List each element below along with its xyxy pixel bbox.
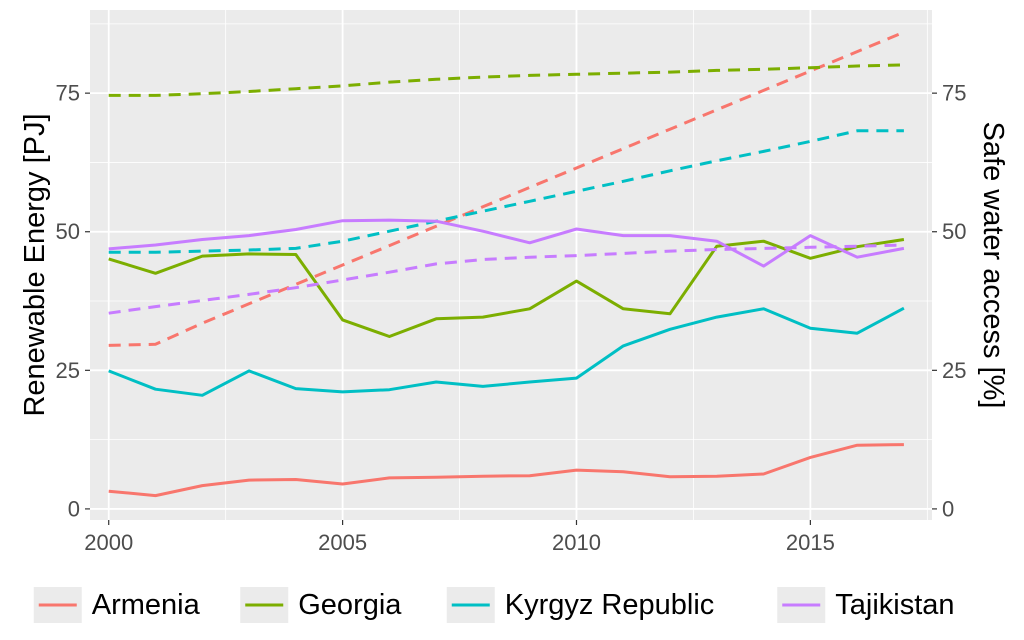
plot-panel xyxy=(90,10,932,520)
axis-ticks: 2000 2005 2010 2015 0 25 50 75 0 25 50 75 xyxy=(56,81,967,555)
legend-label: Armenia xyxy=(92,589,201,621)
x-tick-label: 2015 xyxy=(786,530,835,555)
series-line-georgia-renewable-energy xyxy=(108,238,905,338)
y-tick-label: 75 xyxy=(56,81,80,106)
gridlines xyxy=(90,10,932,520)
legend-label: Tajikistan xyxy=(835,589,954,621)
legend-item-tajikistan: Tajikistan xyxy=(777,587,955,623)
legend: Armenia Georgia Kyrgyz Republic Tajikistan xyxy=(33,587,955,623)
legend-label: Kyrgyz Republic xyxy=(505,589,715,621)
y2-axis-title: Safe water access [%] xyxy=(977,122,1009,409)
series-line-kyrgyz-republic-renewable-energy xyxy=(108,306,905,397)
y2-tick-label: 75 xyxy=(942,81,966,106)
y2-tick-label: 50 xyxy=(942,219,966,244)
axis-titles: Renewable Energy [PJ] Safe water access … xyxy=(19,113,1009,416)
y-tick-label: 0 xyxy=(68,496,80,521)
legend-item-kyrgyz-republic: Kyrgyz Republic xyxy=(446,587,715,623)
legend-label: Georgia xyxy=(298,589,402,621)
y2-tick-label: 25 xyxy=(942,358,966,383)
y-tick-label: 50 xyxy=(56,219,80,244)
legend-item-armenia: Armenia xyxy=(33,587,201,623)
series-line-armenia-safe-water-access xyxy=(108,30,905,347)
x-tick-label: 2010 xyxy=(552,530,601,555)
legend-item-georgia: Georgia xyxy=(240,587,402,623)
series-line-tajikistan-safe-water-access xyxy=(108,243,904,315)
series-line-armenia-renewable-energy xyxy=(108,443,904,498)
y-tick-label: 25 xyxy=(56,358,80,383)
x-tick-label: 2000 xyxy=(84,530,133,555)
series-lines xyxy=(108,30,905,498)
y2-tick-label: 0 xyxy=(942,496,954,521)
series-line-kyrgyz-republic-safe-water-access xyxy=(108,129,904,254)
series-line-georgia-safe-water-access xyxy=(108,63,904,97)
x-tick-label: 2005 xyxy=(318,530,367,555)
series-line-tajikistan-renewable-energy xyxy=(108,218,905,268)
y-axis-title: Renewable Energy [PJ] xyxy=(19,113,51,416)
